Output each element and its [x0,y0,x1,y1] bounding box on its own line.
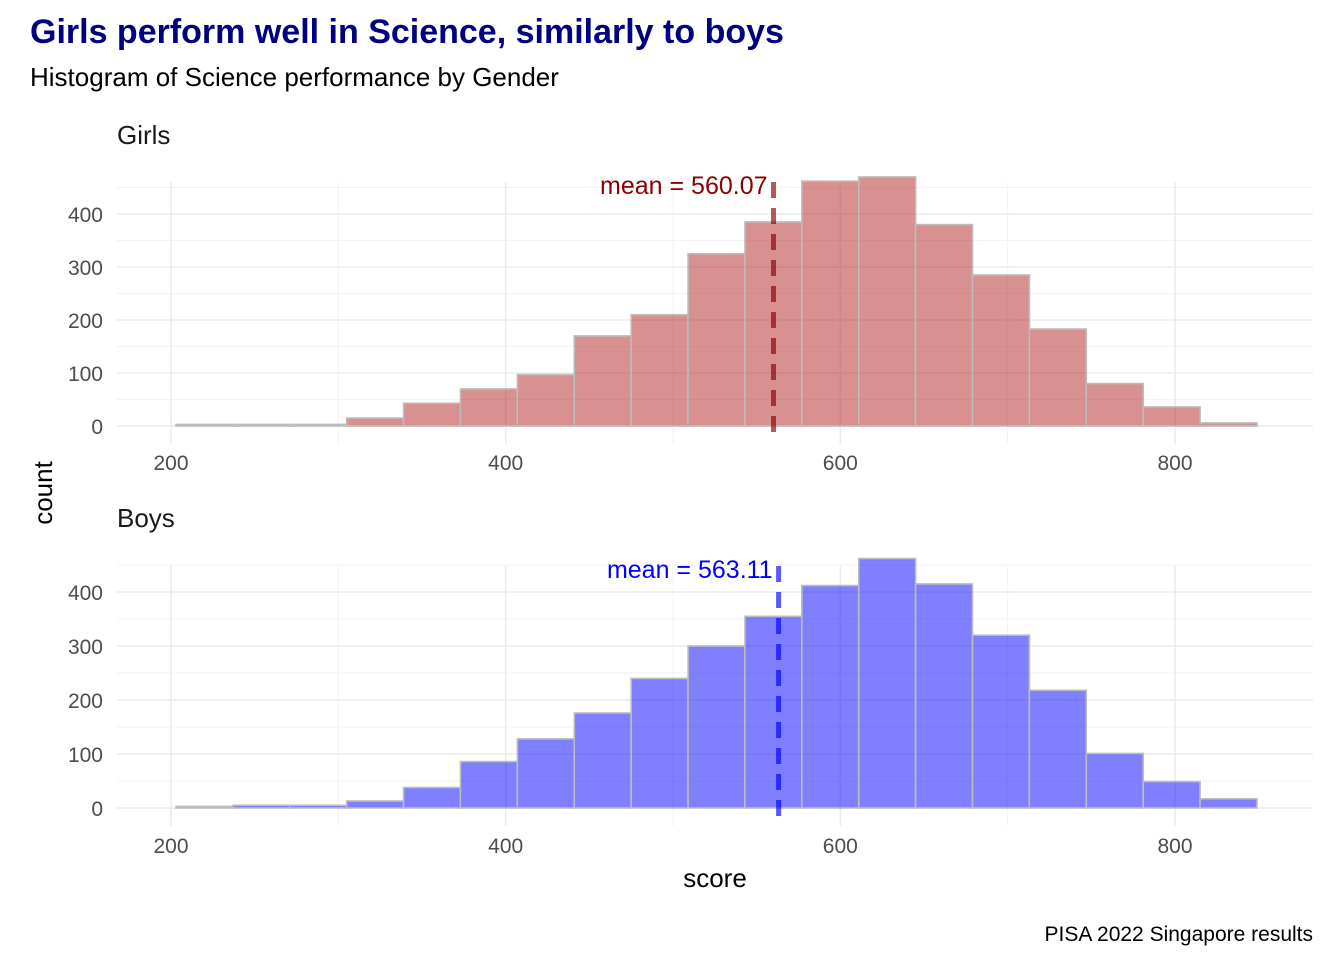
chart-subtitle: Histogram of Science performance by Gend… [30,62,559,92]
y-tick-label: 400 [68,582,103,605]
histogram-bar [459,760,519,809]
histogram-bar [175,805,234,809]
histogram-bar [402,402,462,427]
panel-boys: mean = 563.11 0 100 200 300 400 200 400 600 800 [68,556,1313,858]
histogram-bar [687,252,746,427]
histogram-bar [175,423,234,427]
x-tick-label: 400 [488,835,523,858]
x-tick-label: 200 [153,835,188,858]
histogram-bar [857,557,917,809]
y-axis-title: count [28,460,58,524]
y-tick-label: 200 [68,310,103,333]
histogram-bar [1085,382,1145,427]
chart-title: Girls perform well in Science, similarly… [30,13,784,51]
y-tick-label: 300 [68,257,103,280]
histogram-bar [573,335,632,427]
y-tick-label: 100 [68,363,103,386]
histogram-bar [857,176,917,427]
y-tick-label: 100 [68,744,103,767]
facet-label-boys: Boys [117,503,175,533]
histogram-bar [1028,328,1088,427]
histogram-bar [1028,689,1088,809]
mean-label: mean = 560.07 [600,172,768,200]
histogram-bar [289,804,348,809]
histogram-bar [914,223,974,427]
histogram-bar [801,584,860,809]
x-tick-label: 200 [153,452,188,475]
histogram-bar [402,786,462,809]
histogram-bar [687,645,746,809]
facet-label-girls: Girls [117,120,170,150]
y-tick-label: 0 [91,416,103,439]
x-tick-label: 800 [1157,835,1192,858]
histogram-bar [801,180,860,427]
histogram-bar [232,423,291,427]
histogram-bar [971,274,1031,427]
histogram-bar [459,388,519,427]
histogram-bar [516,738,576,809]
histogram-bar [1142,406,1201,427]
x-tick-label: 800 [1157,452,1192,475]
histogram-bar [971,634,1031,809]
histogram-bar [232,804,291,809]
histogram-bar [1142,780,1201,809]
histogram-bar [630,313,689,427]
histogram-bar [345,417,405,427]
y-tick-label: 300 [68,636,103,659]
histogram-bar [914,583,974,809]
x-tick-label: 600 [823,452,858,475]
mean-label: mean = 563.11 [607,556,773,584]
x-tick-label: 600 [823,835,858,858]
chart-caption: PISA 2022 Singapore results [1044,923,1313,946]
y-tick-label: 0 [91,798,103,821]
histogram-bar [1199,422,1258,427]
x-axis-title: score [683,863,747,893]
y-tick-label: 400 [68,204,103,227]
histogram-bar [1199,798,1258,809]
histogram-bar [573,712,632,809]
histogram-bar [744,615,803,809]
panel-girls: mean = 560.07 0 100 200 300 400 200 400 600 800 [68,172,1313,475]
histogram-bar [1085,752,1145,809]
histogram-bar [289,423,348,427]
x-tick-label: 400 [488,452,523,475]
histogram-bar [630,677,689,809]
y-tick-label: 200 [68,690,103,713]
histogram-bar [516,373,576,427]
histogram-bar [345,800,405,809]
